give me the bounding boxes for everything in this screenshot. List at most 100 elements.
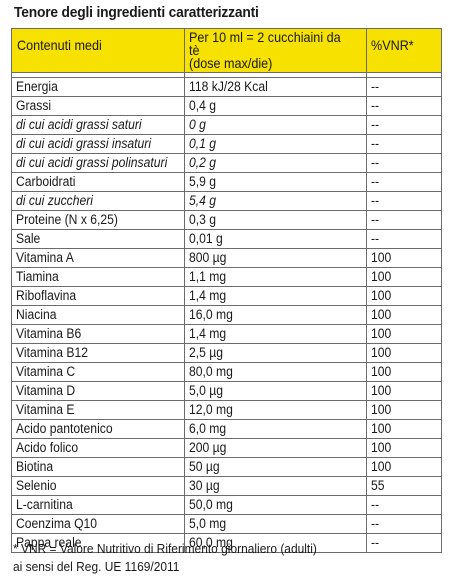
nutrient-vnr: 100	[366, 457, 442, 477]
table-row: Acido pantotenico 6,0 mg 100	[11, 419, 442, 439]
nutrient-amount: 0,2 g	[184, 153, 367, 173]
nutrient-amount: 16,0 mg	[184, 305, 367, 325]
nutrient-name: Energia	[11, 77, 185, 97]
nutrient-vnr: --	[366, 153, 442, 173]
nutrient-name: Niacina	[11, 305, 185, 325]
nutrient-vnr: --	[366, 210, 442, 230]
nutrient-amount: 50,0 mg	[184, 495, 367, 515]
table-row: Vitamina C 80,0 mg 100	[11, 362, 442, 382]
nutrient-amount: 0,01 g	[184, 229, 367, 249]
nutrient-vnr: 100	[366, 305, 442, 325]
table-row: Acido folico 200 µg 100	[11, 438, 442, 458]
nutrient-amount: 6,0 mg	[184, 419, 367, 439]
table-row: Vitamina D 5,0 µg 100	[11, 381, 442, 401]
footnote-line2: ai sensi del Reg. UE 1169/2011	[13, 559, 180, 574]
nutrient-name: Acido pantotenico	[11, 419, 185, 439]
table-row: Proteine (N x 6,25) 0,3 g --	[11, 210, 442, 230]
nutrient-name: Vitamina C	[11, 362, 185, 382]
table-row: Tiamina 1,1 mg 100	[11, 267, 442, 287]
table-row: Pappa reale 60,0 mg --	[11, 533, 442, 553]
table-row: di cui zuccheri 5,4 g --	[11, 191, 442, 211]
nutrient-amount: 12,0 mg	[184, 400, 367, 420]
nutrient-amount: 5,4 g	[184, 191, 367, 211]
nutrient-name: Proteine (N x 6,25)	[11, 210, 185, 230]
nutrient-amount: 30 µg	[184, 476, 367, 496]
footnote-line1: * VNR = Valore Nutritivo di Riferimento …	[13, 541, 317, 556]
column-header-per-10ml-line1: Per 10 ml = 2 cucchiaini da tè	[189, 29, 341, 58]
nutrient-vnr: --	[366, 533, 442, 553]
nutrient-amount: 118 kJ/28 Kcal	[184, 77, 367, 97]
nutrient-vnr: --	[366, 134, 442, 154]
table-row: Selenio 30 µg 55	[11, 476, 442, 496]
nutrient-name: di cui acidi grassi saturi	[11, 115, 185, 135]
page-title: Tenore degli ingredienti caratterizzanti	[14, 4, 259, 21]
column-header-contenuti: Contenuti medi	[11, 28, 185, 73]
table-spacer-row	[11, 72, 442, 78]
nutrient-vnr: 100	[366, 343, 442, 363]
table-row: di cui acidi grassi polinsaturi 0,2 g --	[11, 153, 442, 173]
nutrient-name: Coenzima Q10	[11, 514, 185, 534]
table-row: di cui acidi grassi insaturi 0,1 g --	[11, 134, 442, 154]
nutrient-vnr: 100	[366, 248, 442, 268]
nutrient-vnr: 100	[366, 438, 442, 458]
nutrient-name: Vitamina B6	[11, 324, 185, 344]
nutrient-name: di cui zuccheri	[11, 191, 185, 211]
nutrient-name: Riboflavina	[11, 286, 185, 306]
table-row: Niacina 16,0 mg 100	[11, 305, 442, 325]
nutrient-amount: 2,5 µg	[184, 343, 367, 363]
nutrient-name: di cui acidi grassi insaturi	[11, 134, 185, 154]
table-row: Vitamina E 12,0 mg 100	[11, 400, 442, 420]
table-row: Coenzima Q10 5,0 mg --	[11, 514, 442, 534]
nutrient-vnr: --	[366, 115, 442, 135]
nutrient-name: L-carnitina	[11, 495, 185, 515]
table-row: Vitamina B12 2,5 µg 100	[11, 343, 442, 363]
nutrient-vnr: 100	[366, 286, 442, 306]
nutrient-amount: 1,4 mg	[184, 324, 367, 344]
nutrient-name: Vitamina A	[11, 248, 185, 268]
nutrient-name: Vitamina D	[11, 381, 185, 401]
column-header-per-10ml: Per 10 ml = 2 cucchiaini da tè (dose max…	[184, 28, 367, 73]
table-row: Energia 118 kJ/28 Kcal --	[11, 77, 442, 97]
table-row: Riboflavina 1,4 mg 100	[11, 286, 442, 306]
table-row: Carboidrati 5,9 g --	[11, 172, 442, 192]
nutrient-amount: 5,9 g	[184, 172, 367, 192]
nutrition-table: Contenuti medi Per 10 ml = 2 cucchiaini …	[11, 28, 442, 553]
nutrient-vnr: --	[366, 495, 442, 515]
column-header-vnr: %VNR*	[366, 28, 442, 73]
nutrient-name: di cui acidi grassi polinsaturi	[11, 153, 185, 173]
nutrient-vnr: 100	[366, 324, 442, 344]
nutrient-amount: 0,3 g	[184, 210, 367, 230]
nutrient-name: Tiamina	[11, 267, 185, 287]
table-row: Sale 0,01 g --	[11, 229, 442, 249]
nutrient-vnr: 100	[366, 419, 442, 439]
nutrient-vnr: --	[366, 514, 442, 534]
nutrient-vnr: 100	[366, 267, 442, 287]
table-row: Grassi 0,4 g --	[11, 96, 442, 116]
nutrient-vnr: 55	[366, 476, 442, 496]
nutrient-amount: 5,0 mg	[184, 514, 367, 534]
nutrient-name: Vitamina E	[11, 400, 185, 420]
nutrient-amount: 5,0 µg	[184, 381, 367, 401]
table-row: Vitamina A 800 µg 100	[11, 248, 442, 268]
nutrient-vnr: --	[366, 96, 442, 116]
nutrient-amount: 50 µg	[184, 457, 367, 477]
nutrient-name: Grassi	[11, 96, 185, 116]
nutrient-amount: 0,1 g	[184, 134, 367, 154]
nutrient-vnr: --	[366, 172, 442, 192]
nutrient-amount: 1,1 mg	[184, 267, 367, 287]
nutrient-name: Carboidrati	[11, 172, 185, 192]
nutrient-amount: 80,0 mg	[184, 362, 367, 382]
nutrient-name: Pappa reale	[11, 533, 185, 553]
nutrient-name: Selenio	[11, 476, 185, 496]
nutrient-vnr: 100	[366, 381, 442, 401]
nutrient-vnr: --	[366, 77, 442, 97]
nutrient-vnr: --	[366, 229, 442, 249]
nutrient-amount: 60,0 mg	[184, 533, 367, 553]
nutrient-name: Biotina	[11, 457, 185, 477]
table-row: di cui acidi grassi saturi 0 g --	[11, 115, 442, 135]
footnote: * VNR = Valore Nutritivo di Riferimento …	[13, 540, 343, 576]
table-row: Vitamina B6 1,4 mg 100	[11, 324, 442, 344]
nutrient-amount: 0,4 g	[184, 96, 367, 116]
nutrient-name: Acido folico	[11, 438, 185, 458]
